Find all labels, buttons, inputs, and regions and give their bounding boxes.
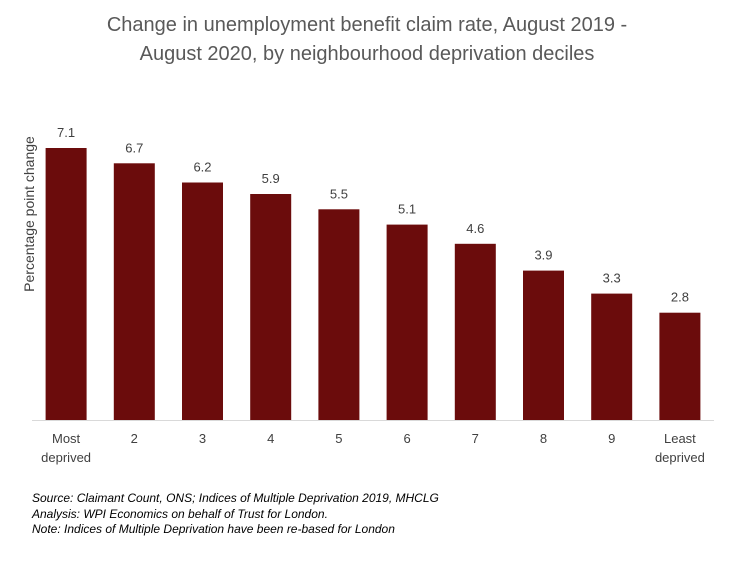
bar-6 bbox=[386, 224, 428, 420]
value-label-9: 3.3 bbox=[603, 271, 621, 286]
bar-2 bbox=[113, 163, 155, 421]
x-tick-label-6: 6 bbox=[403, 431, 410, 446]
bar-8 bbox=[523, 270, 564, 420]
x-tick-label-4: 4 bbox=[267, 431, 274, 446]
value-label-6: 5.1 bbox=[398, 202, 416, 217]
x-tick-label-1-line-2: deprived bbox=[41, 450, 91, 465]
bar-7 bbox=[454, 243, 496, 420]
value-label-2: 6.7 bbox=[125, 140, 143, 155]
analysis-note: Analysis: WPI Economics on behalf of Tru… bbox=[32, 506, 328, 521]
value-label-10: 2.8 bbox=[671, 290, 689, 305]
x-tick-label-5: 5 bbox=[335, 431, 342, 446]
chart-notes: Source: Claimant Count, ONS; Indices of … bbox=[32, 491, 439, 538]
bar-9 bbox=[591, 293, 633, 420]
x-tick-label-2: 2 bbox=[131, 431, 138, 446]
bar-1 bbox=[45, 148, 87, 420]
value-label-1: 7.1 bbox=[57, 125, 75, 140]
x-tick-label-10-line-1: Least bbox=[664, 431, 696, 446]
data-labels: 7.1 6.7 6.2 5.9 5.5 5.1 4.6 3.9 3.3 2.8 bbox=[57, 125, 689, 305]
imd-note: Note: Indices of Multiple Deprivation ha… bbox=[32, 522, 395, 536]
chart-title-line-2: August 2020, by neighbourhood deprivatio… bbox=[139, 43, 595, 65]
bar-4 bbox=[250, 194, 292, 420]
bar-5 bbox=[318, 209, 360, 420]
value-label-7: 4.6 bbox=[466, 221, 484, 236]
bar-3 bbox=[182, 182, 223, 420]
value-label-8: 3.9 bbox=[534, 248, 552, 263]
x-tick-label-9: 9 bbox=[608, 431, 615, 446]
value-label-4: 5.9 bbox=[262, 171, 280, 186]
value-label-3: 6.2 bbox=[193, 160, 211, 175]
y-axis-label: Percentage point change bbox=[21, 136, 37, 292]
bar-10 bbox=[659, 312, 701, 420]
x-tick-labels: Most deprived 2 3 4 5 6 7 8 9 Least deprived bbox=[41, 431, 705, 465]
chart-title-line-1: Change in unemployment benefit claim rat… bbox=[106, 14, 628, 36]
x-tick-label-3: 3 bbox=[199, 431, 206, 446]
source-note: Source: Claimant Count, ONS; Indices of … bbox=[32, 491, 439, 505]
x-tick-label-7: 7 bbox=[472, 431, 479, 446]
x-tick-label-8: 8 bbox=[540, 431, 547, 446]
value-label-5: 5.5 bbox=[330, 186, 348, 201]
x-tick-label-10-line-2: deprived bbox=[655, 450, 705, 465]
x-tick-label-1-line-1: Most bbox=[52, 431, 81, 446]
bar-series bbox=[45, 148, 701, 421]
